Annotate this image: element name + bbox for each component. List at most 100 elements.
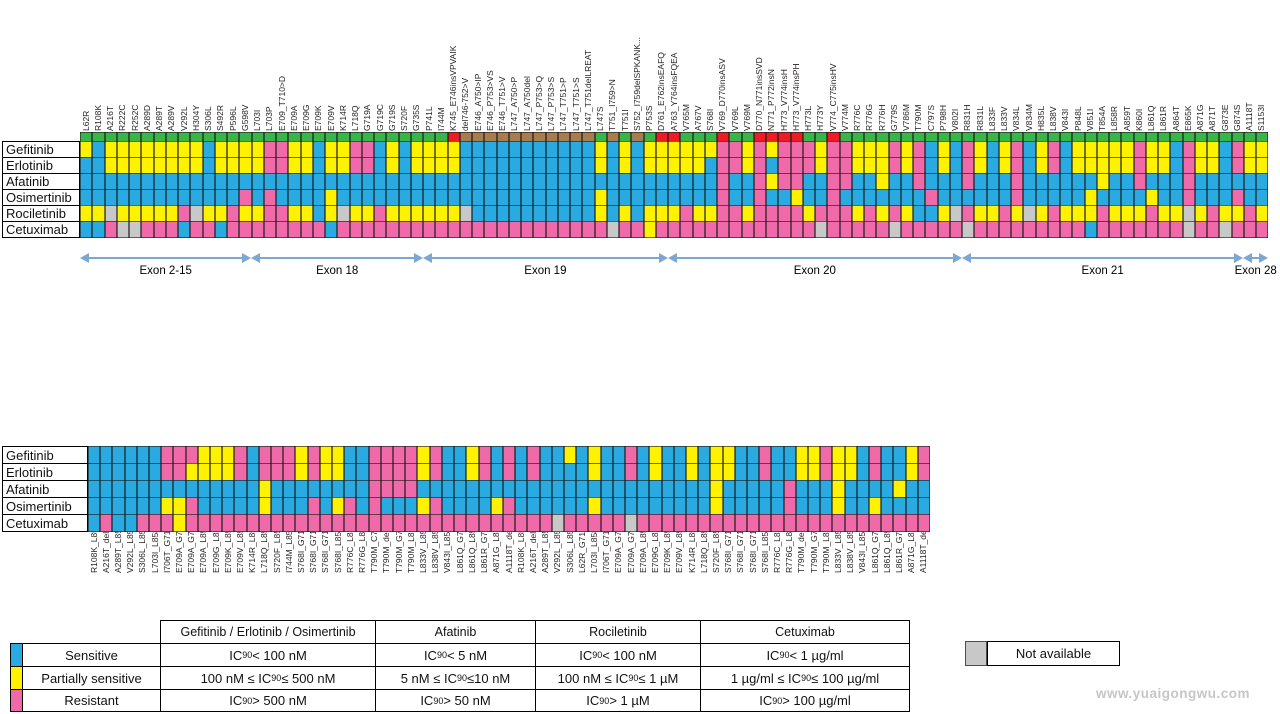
- heatmap-cell: [227, 173, 240, 190]
- heatmap-cell: [197, 497, 211, 515]
- mutation-type-track: [80, 132, 1269, 142]
- heatmap-cell: [214, 221, 227, 238]
- heatmap-cell: [515, 497, 528, 515]
- legend-header-cell: Cetuximab: [700, 620, 910, 643]
- heatmap-cell: [729, 173, 742, 190]
- heatmap-cell: [312, 189, 325, 206]
- heatmap-cell: [606, 173, 619, 190]
- heatmap-cell: [631, 173, 644, 190]
- heatmap-cell: [905, 463, 918, 481]
- heatmap-cell: [410, 141, 423, 158]
- heatmap-cell: [508, 221, 521, 238]
- heatmap-cell: [173, 446, 186, 464]
- column-label: L62R: [80, 110, 91, 131]
- heatmap-cell: [515, 463, 528, 481]
- mutation-type-cell: [337, 132, 350, 142]
- drug-row: Cetuximab: [2, 221, 1269, 238]
- heatmap-cell: [893, 514, 906, 532]
- drug-row: Osimertinib: [2, 497, 931, 515]
- heatmap-cell: [900, 141, 913, 158]
- heatmap-cell: [570, 205, 583, 222]
- heatmap-cell: [202, 205, 215, 222]
- heatmap-cell: [490, 446, 503, 464]
- column-label: V292L: [178, 106, 189, 131]
- exon-arrow-line: [253, 257, 421, 259]
- heatmap-cell: [344, 446, 357, 464]
- heatmap-cell: [778, 173, 791, 190]
- mutation-type-cell: [680, 132, 693, 142]
- heatmap-cell: [790, 205, 803, 222]
- drug-row: Gefitinib: [2, 141, 1269, 158]
- heatmap-cell: [795, 514, 808, 532]
- heatmap-cell: [827, 221, 840, 238]
- heatmap-cell: [734, 446, 747, 464]
- heatmap-cell: [521, 141, 534, 158]
- mutation-type-cell: [692, 132, 705, 142]
- heatmap-cell: [949, 141, 962, 158]
- heatmap-cell: [888, 141, 901, 158]
- heatmap-cell: [295, 446, 308, 464]
- mutation-type-cell: [386, 132, 399, 142]
- heatmap-cell: [124, 446, 137, 464]
- heatmap-cell: [508, 189, 521, 206]
- mutation-type-cell: [104, 132, 117, 142]
- heatmap-cell: [717, 157, 730, 174]
- heatmap-cell: [624, 497, 638, 515]
- heatmap-cell: [771, 497, 784, 515]
- heatmap-cell: [1084, 141, 1097, 158]
- heatmap-cell: [998, 173, 1011, 190]
- column-label: P596L: [227, 106, 238, 131]
- heatmap-cell: [258, 446, 272, 464]
- heatmap-cell: [881, 463, 894, 481]
- heatmap-cell: [417, 480, 430, 498]
- heatmap-cell: [668, 173, 681, 190]
- heatmap-cell: [839, 173, 852, 190]
- mutation-type-cell: [986, 132, 999, 142]
- heatmap-cell: [527, 446, 540, 464]
- heatmap-cell: [271, 463, 284, 481]
- heatmap-cell: [1231, 157, 1244, 174]
- drug-row-label: Erlotinib: [2, 157, 80, 174]
- mutation-type-cell: [202, 132, 215, 142]
- column-label: V769M: [741, 104, 752, 131]
- heatmap-cell: [1158, 141, 1171, 158]
- column-label: K745_E746insVPVAIK: [448, 45, 459, 131]
- heatmap-cell: [80, 157, 93, 174]
- heatmap-cell: [405, 514, 418, 532]
- heatmap-cell: [251, 205, 264, 222]
- heatmap-cell: [484, 173, 497, 190]
- heatmap-cell: [496, 205, 509, 222]
- heatmap-cell: [962, 157, 975, 174]
- heatmap-cell: [124, 497, 137, 515]
- column-label: S752_I759delSPKANK...: [631, 36, 642, 131]
- heatmap-cell: [88, 497, 101, 515]
- mutation-type-cell: [116, 132, 129, 142]
- heatmap-cell: [661, 514, 674, 532]
- legend-value-cell: IC 90 < 1 µg/ml: [700, 643, 910, 666]
- mutation-type-cell: [423, 132, 436, 142]
- heatmap-cell: [753, 157, 766, 174]
- heatmap-cell: [435, 205, 448, 222]
- heatmap-cell: [447, 189, 460, 206]
- drug-row: Erlotinib: [2, 463, 931, 481]
- heatmap-cell: [349, 157, 362, 174]
- drug-row-cells: [88, 514, 931, 532]
- heatmap-cell: [441, 463, 455, 481]
- arrow-left-icon: [1243, 253, 1253, 263]
- column-label: L747_T751delLREAT: [582, 49, 593, 131]
- heatmap-cell: [815, 173, 828, 190]
- heatmap-cell: [1121, 141, 1134, 158]
- mutation-type-cell: [1133, 132, 1146, 142]
- heatmap-cell: [815, 189, 828, 206]
- heatmap-cell: [986, 189, 999, 206]
- heatmap-cell: [508, 205, 521, 222]
- heatmap-cell: [300, 205, 313, 222]
- heatmap-cell: [251, 141, 264, 158]
- heatmap-cell: [1194, 205, 1207, 222]
- heatmap-cell: [472, 141, 485, 158]
- heatmap-cell: [178, 141, 191, 158]
- heatmap-cell: [214, 173, 227, 190]
- column-label: del746-752>V: [460, 77, 471, 131]
- heatmap-cell: [312, 205, 325, 222]
- heatmap-cell: [300, 141, 313, 158]
